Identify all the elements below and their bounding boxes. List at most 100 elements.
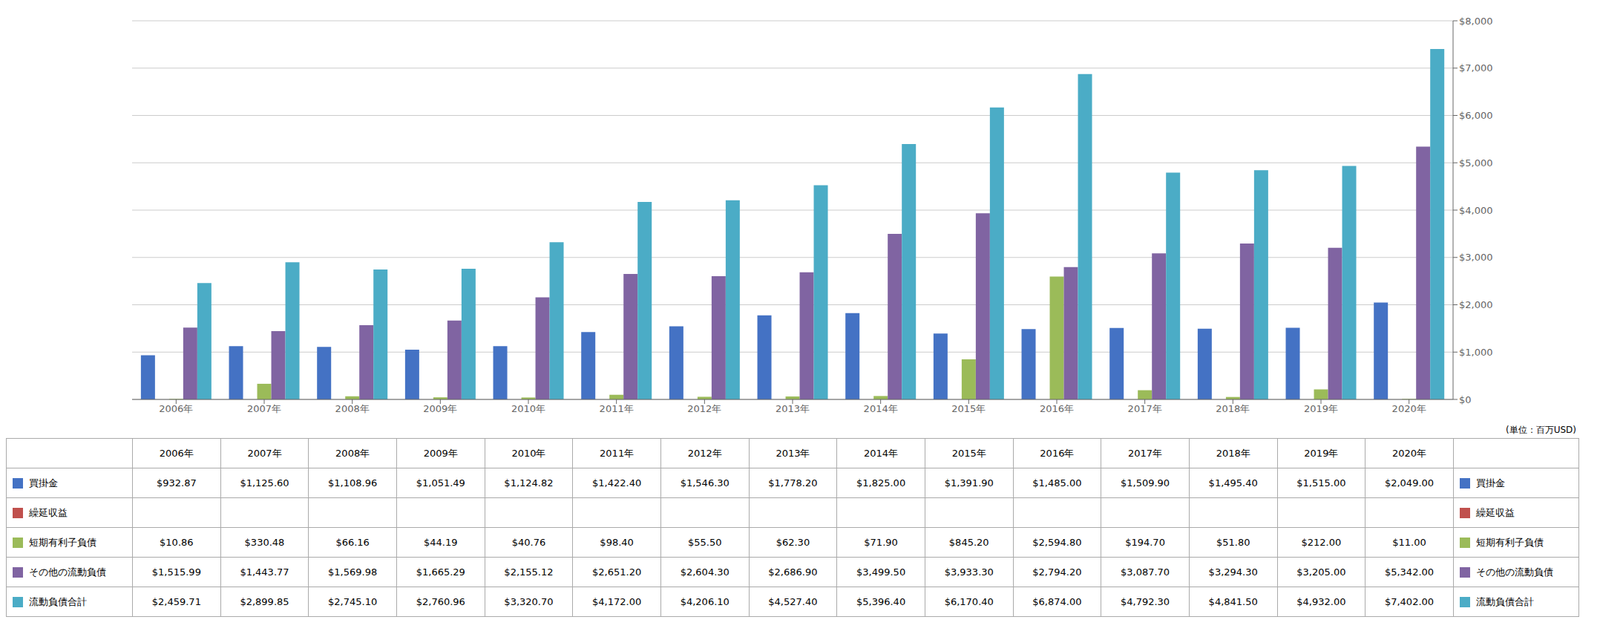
svg-text:2014年: 2014年 xyxy=(863,402,898,415)
html-text:短期有利子負債: 短期有利子負債 xyxy=(28,536,97,548)
svg-text:$7,000: $7,000 xyxy=(1458,62,1494,74)
html-text:2011年: 2011年 xyxy=(599,447,634,459)
html-text:$3,499.50: $3,499.50 xyxy=(856,566,906,578)
svg-text:2013年: 2013年 xyxy=(775,402,810,415)
html-text:$1,515.99: $1,515.99 xyxy=(151,566,202,578)
html-text:$11.00: $11.00 xyxy=(1392,536,1427,548)
html-text:$194.70: $194.70 xyxy=(1125,536,1166,548)
svg-text:$6,000: $6,000 xyxy=(1458,109,1494,121)
svg-text:2020年: 2020年 xyxy=(1392,402,1427,415)
html-text:2007年: 2007年 xyxy=(247,447,282,459)
html-text:$7,402.00: $7,402.00 xyxy=(1384,595,1434,608)
svg-text:$5,000: $5,000 xyxy=(1458,157,1494,169)
html-text:2009年: 2009年 xyxy=(423,447,458,459)
html-text:$1,778.20: $1,778.20 xyxy=(768,477,818,489)
html-text:$212.00: $212.00 xyxy=(1301,536,1342,548)
svg-text:2008年: 2008年 xyxy=(335,402,370,415)
svg-text:$8,000: $8,000 xyxy=(1458,15,1494,27)
html-text:2013年: 2013年 xyxy=(775,447,811,459)
html-text:2012年: 2012年 xyxy=(687,447,722,459)
html-text:2020年: 2020年 xyxy=(1392,447,1427,459)
html-text:その他の流動負債: その他の流動負債 xyxy=(28,565,107,577)
html-text:$6,874.00: $6,874.00 xyxy=(1032,595,1082,608)
svg-text:2009年: 2009年 xyxy=(423,402,458,415)
svg-text:$2,000: $2,000 xyxy=(1458,299,1494,311)
svg-text:2019年: 2019年 xyxy=(1303,402,1339,415)
html-text:$330.48: $330.48 xyxy=(244,536,285,548)
html-text:$6,170.40: $6,170.40 xyxy=(944,595,994,608)
html-text:$1,495.40: $1,495.40 xyxy=(1208,477,1258,489)
html-text:$98.40: $98.40 xyxy=(599,536,634,548)
html-text:$4,527.40: $4,527.40 xyxy=(768,595,818,608)
html-text:$2,899.85: $2,899.85 xyxy=(240,595,290,608)
html-text:2019年: 2019年 xyxy=(1304,447,1339,459)
html-text:$62.30: $62.30 xyxy=(776,536,810,548)
svg-text:$3,000: $3,000 xyxy=(1458,251,1494,263)
html-text:$1,108.96: $1,108.96 xyxy=(328,477,378,489)
svg-text:$1,000: $1,000 xyxy=(1458,346,1494,358)
html-text:短期有利子負債: 短期有利子負債 xyxy=(1475,536,1544,548)
html-text:$4,792.30: $4,792.30 xyxy=(1120,595,1170,608)
html-text:$2,686.90: $2,686.90 xyxy=(768,566,818,578)
svg-text:2012年: 2012年 xyxy=(687,402,722,415)
html-text:$1,485.00: $1,485.00 xyxy=(1032,477,1082,489)
svg-text:2018年: 2018年 xyxy=(1215,402,1250,415)
svg-text:2007年: 2007年 xyxy=(247,402,282,415)
html-text:$1,051.49: $1,051.49 xyxy=(416,477,466,489)
html-text:$2,604.30: $2,604.30 xyxy=(680,566,730,578)
html-text:$55.50: $55.50 xyxy=(687,536,722,548)
html-text:$1,124.82: $1,124.82 xyxy=(504,477,554,489)
html-text:繰延収益: 繰延収益 xyxy=(1475,506,1515,518)
svg-text:$0: $0 xyxy=(1458,394,1472,406)
html-text:2010年: 2010年 xyxy=(511,447,546,459)
html-text:$4,172.00: $4,172.00 xyxy=(592,595,642,608)
svg-text:$4,000: $4,000 xyxy=(1458,204,1494,216)
svg-text:2016年: 2016年 xyxy=(1039,402,1074,415)
html-text:$71.90: $71.90 xyxy=(864,536,898,548)
html-text:$1,825.00: $1,825.00 xyxy=(856,477,906,489)
svg-text:2006年: 2006年 xyxy=(158,402,193,415)
html-text:繰延収益: 繰延収益 xyxy=(28,506,68,518)
html-text:$1,509.90: $1,509.90 xyxy=(1120,477,1170,489)
html-text:2006年: 2006年 xyxy=(159,447,194,459)
html-text:$1,422.40: $1,422.40 xyxy=(592,477,642,489)
html-text:2018年: 2018年 xyxy=(1216,447,1251,459)
html-text:2017年: 2017年 xyxy=(1128,447,1163,459)
html-text:$3,320.70: $3,320.70 xyxy=(504,595,554,608)
html-text:2015年: 2015年 xyxy=(951,447,987,459)
html-text:$4,932.00: $4,932.00 xyxy=(1296,595,1346,608)
html-text:2016年: 2016年 xyxy=(1039,447,1075,459)
html-text:買掛金: 買掛金 xyxy=(1475,476,1505,488)
html-text:$2,155.12: $2,155.12 xyxy=(504,566,554,578)
svg-text:2015年: 2015年 xyxy=(951,402,986,415)
html-text:$2,745.10: $2,745.10 xyxy=(328,595,378,608)
svg-text:2017年: 2017年 xyxy=(1128,402,1163,415)
html-text:$1,443.77: $1,443.77 xyxy=(240,566,290,578)
html-text:$1,125.60: $1,125.60 xyxy=(240,477,290,489)
html-text:買掛金: 買掛金 xyxy=(28,476,58,488)
html-text:$1,391.90: $1,391.90 xyxy=(944,477,994,489)
html-text:2008年: 2008年 xyxy=(335,447,370,459)
html-text:2014年: 2014年 xyxy=(863,447,899,459)
html-text:$2,459.71: $2,459.71 xyxy=(151,595,202,608)
html-text:$1,546.30: $1,546.30 xyxy=(680,477,730,489)
html-text:$51.80: $51.80 xyxy=(1216,536,1251,548)
html-text:$1,569.98: $1,569.98 xyxy=(328,566,378,578)
html-text:$1,515.00: $1,515.00 xyxy=(1296,477,1346,489)
html-text:$845.20: $845.20 xyxy=(949,536,989,548)
html-text:$932.87: $932.87 xyxy=(156,477,197,489)
html-text:$2,594.80: $2,594.80 xyxy=(1032,536,1082,548)
html-text:$2,651.20: $2,651.20 xyxy=(592,566,642,578)
html-text:$4,841.50: $4,841.50 xyxy=(1208,595,1258,608)
html-text:$10.86: $10.86 xyxy=(159,536,194,548)
svg-text:2010年: 2010年 xyxy=(511,402,546,415)
svg-text:2011年: 2011年 xyxy=(599,402,634,415)
html-text:$40.76: $40.76 xyxy=(511,536,546,548)
html-text:$66.16: $66.16 xyxy=(335,536,370,548)
html-text:$44.19: $44.19 xyxy=(423,536,458,548)
html-text:$2,049.00: $2,049.00 xyxy=(1384,477,1434,489)
html-text:$5,396.40: $5,396.40 xyxy=(856,595,906,608)
html-text:$2,760.96: $2,760.96 xyxy=(416,595,466,608)
html-text:$1,665.29: $1,665.29 xyxy=(416,566,466,578)
html-text:$4,206.10: $4,206.10 xyxy=(680,595,730,608)
